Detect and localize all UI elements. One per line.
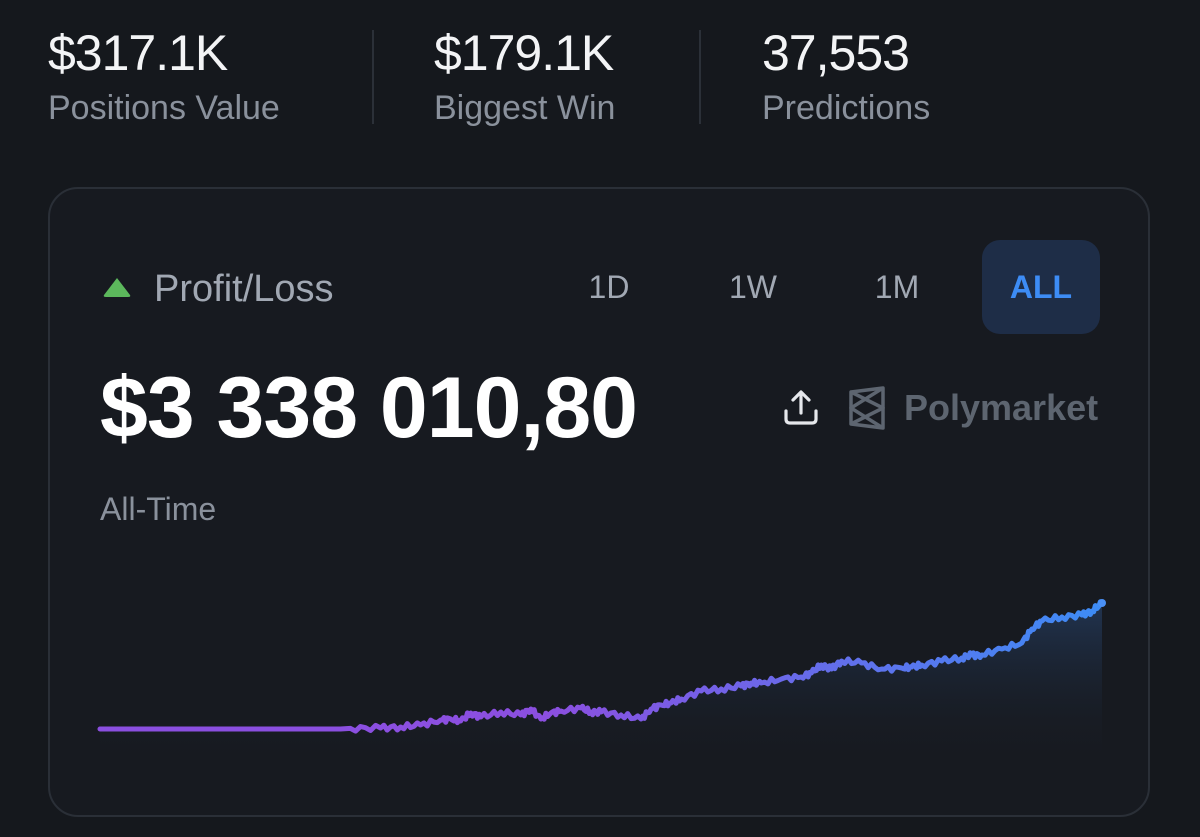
period-label: All-Time — [100, 491, 217, 527]
stat-value: 37,553 — [762, 25, 910, 81]
stat-value: $317.1K — [48, 25, 228, 81]
profit-loss-chart — [97, 599, 1106, 769]
stat-divider — [372, 30, 374, 124]
stat-predictions: 37,553 Predictions — [762, 24, 930, 128]
tab-1m[interactable]: 1M — [874, 268, 920, 305]
brand-name: Polymarket — [904, 387, 1099, 428]
tab-1w[interactable]: 1W — [729, 268, 777, 305]
polymarket-logo-icon — [848, 386, 886, 430]
polymarket-brand: Polymarket — [848, 385, 1098, 431]
stat-biggest-win: $179.1K Biggest Win — [434, 24, 615, 128]
tab-1d[interactable]: 1D — [588, 268, 630, 305]
range-tabs: 1D 1W 1M ALL — [524, 239, 1100, 335]
stat-label: Biggest Win — [434, 89, 616, 127]
stat-divider — [699, 30, 701, 124]
stat-label: Positions Value — [48, 89, 280, 127]
profit-loss-card: Profit/Loss 1D 1W 1M ALL $3 338 010,80 — [48, 187, 1150, 817]
stat-positions-value: $317.1K Positions Value — [48, 24, 280, 128]
chart-area-fill — [100, 601, 1102, 769]
triangle-up-icon — [102, 276, 132, 303]
profit-loss-header: Profit/Loss — [102, 259, 334, 319]
chart-series-line — [97, 599, 1105, 734]
stat-label: Predictions — [762, 89, 931, 127]
profit-loss-title: Profit/Loss — [154, 268, 334, 310]
share-upload-icon — [778, 390, 824, 435]
share-button[interactable] — [778, 385, 824, 431]
stats-row: $317.1K Positions Value $179.1K Biggest … — [0, 0, 1200, 160]
profit-loss-value: $3 338 010,80 — [100, 360, 638, 456]
chart-end-point — [1098, 599, 1106, 607]
tab-all[interactable]: ALL — [982, 240, 1100, 334]
stat-value: $179.1K — [434, 25, 614, 81]
